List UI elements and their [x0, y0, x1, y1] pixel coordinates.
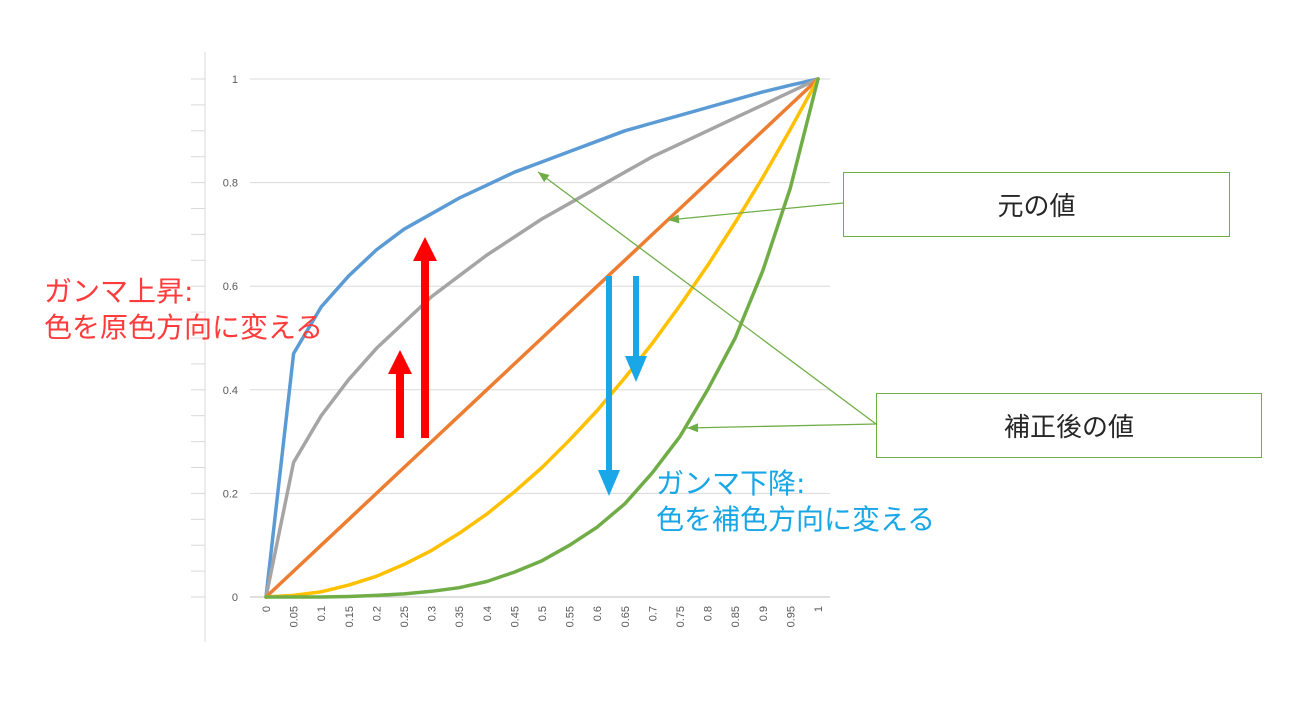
y-tick-label: 0: [232, 592, 238, 604]
x-tick-label: 0.9: [758, 606, 770, 621]
y-tick-label: 0.2: [223, 488, 238, 500]
x-tick-label: 0.7: [647, 606, 659, 621]
down-arrow-large: [598, 276, 620, 496]
x-tick-label: 0.15: [344, 606, 356, 627]
x-tick-label: 0.1: [316, 606, 328, 621]
x-tick-label: 0.3: [427, 606, 439, 621]
series-lines: [264, 77, 820, 599]
x-tick-label: 0.6: [592, 606, 604, 621]
up-arrow-small: [388, 350, 412, 438]
x-tick-label: 0.55: [565, 606, 577, 627]
callout-corrected-lower: [686, 423, 877, 429]
callout-original: [667, 202, 844, 221]
x-tick-label: 0.85: [730, 606, 742, 627]
x-tick-label: 0.75: [675, 606, 687, 627]
gamma-up-line1: ガンマ上昇:: [44, 275, 194, 308]
series-line: [264, 77, 820, 599]
callout-corrected-upper: [537, 171, 877, 425]
x-tick-label: 0.2: [371, 606, 383, 621]
original-value-callout: 元の値: [843, 172, 1230, 237]
series-line: [264, 77, 820, 599]
x-tick-label: 0.5: [537, 606, 549, 621]
series-line: [264, 77, 820, 599]
x-tick-label: 0.35: [454, 606, 466, 627]
x-tick-label: 0.05: [289, 606, 301, 627]
gamma-down-line2: 色を補色方向に変える: [656, 503, 936, 536]
callout-original-head: [668, 214, 680, 224]
gamma-down-annotation: ガンマ下降: 色を補色方向に変える: [656, 466, 935, 538]
axes: [191, 52, 830, 642]
y-tick-label: 0.4: [223, 385, 238, 397]
x-tick-label: 0.95: [785, 606, 797, 627]
up-arrow-large: [413, 237, 437, 438]
y-axis-ticks: 0 0.2 0.4 0.6 0.8 1: [223, 74, 238, 604]
x-tick-label: 1: [813, 606, 825, 612]
original-value-label: 元の値: [997, 192, 1076, 222]
series-line: [264, 77, 820, 599]
callout-corrected-lower-head: [687, 423, 699, 433]
y-tick-label: 0.6: [223, 281, 238, 293]
x-tick-label: 0: [261, 606, 273, 612]
arrows: [388, 237, 647, 496]
corrected-value-label: 補正後の値: [1003, 413, 1134, 443]
x-tick-label: 0.45: [509, 606, 521, 627]
x-axis-ticks: 0 0.05 0.1 0.15 0.2 0.25 0.3 0.35 0.4 0.45 0.5 0.55…: [261, 606, 825, 627]
gamma-up-line2: 色を原色方向に変える: [44, 311, 324, 344]
callout-lines: [537, 171, 877, 433]
x-tick-label: 0.25: [399, 606, 411, 627]
gamma-down-line1: ガンマ下降:: [656, 467, 806, 500]
y-tick-label: 1: [232, 74, 238, 86]
series-line: [264, 77, 820, 599]
corrected-value-callout: 補正後の値: [876, 393, 1262, 458]
gamma-up-annotation: ガンマ上昇: 色を原色方向に変える: [44, 274, 323, 346]
callout-corrected-upper-head: [538, 172, 550, 183]
down-arrow-small: [625, 276, 647, 382]
y-tick-label: 0.8: [223, 178, 238, 190]
x-tick-label: 0.65: [620, 606, 632, 627]
x-tick-label: 0.4: [482, 606, 494, 621]
x-tick-label: 0.8: [703, 606, 715, 621]
